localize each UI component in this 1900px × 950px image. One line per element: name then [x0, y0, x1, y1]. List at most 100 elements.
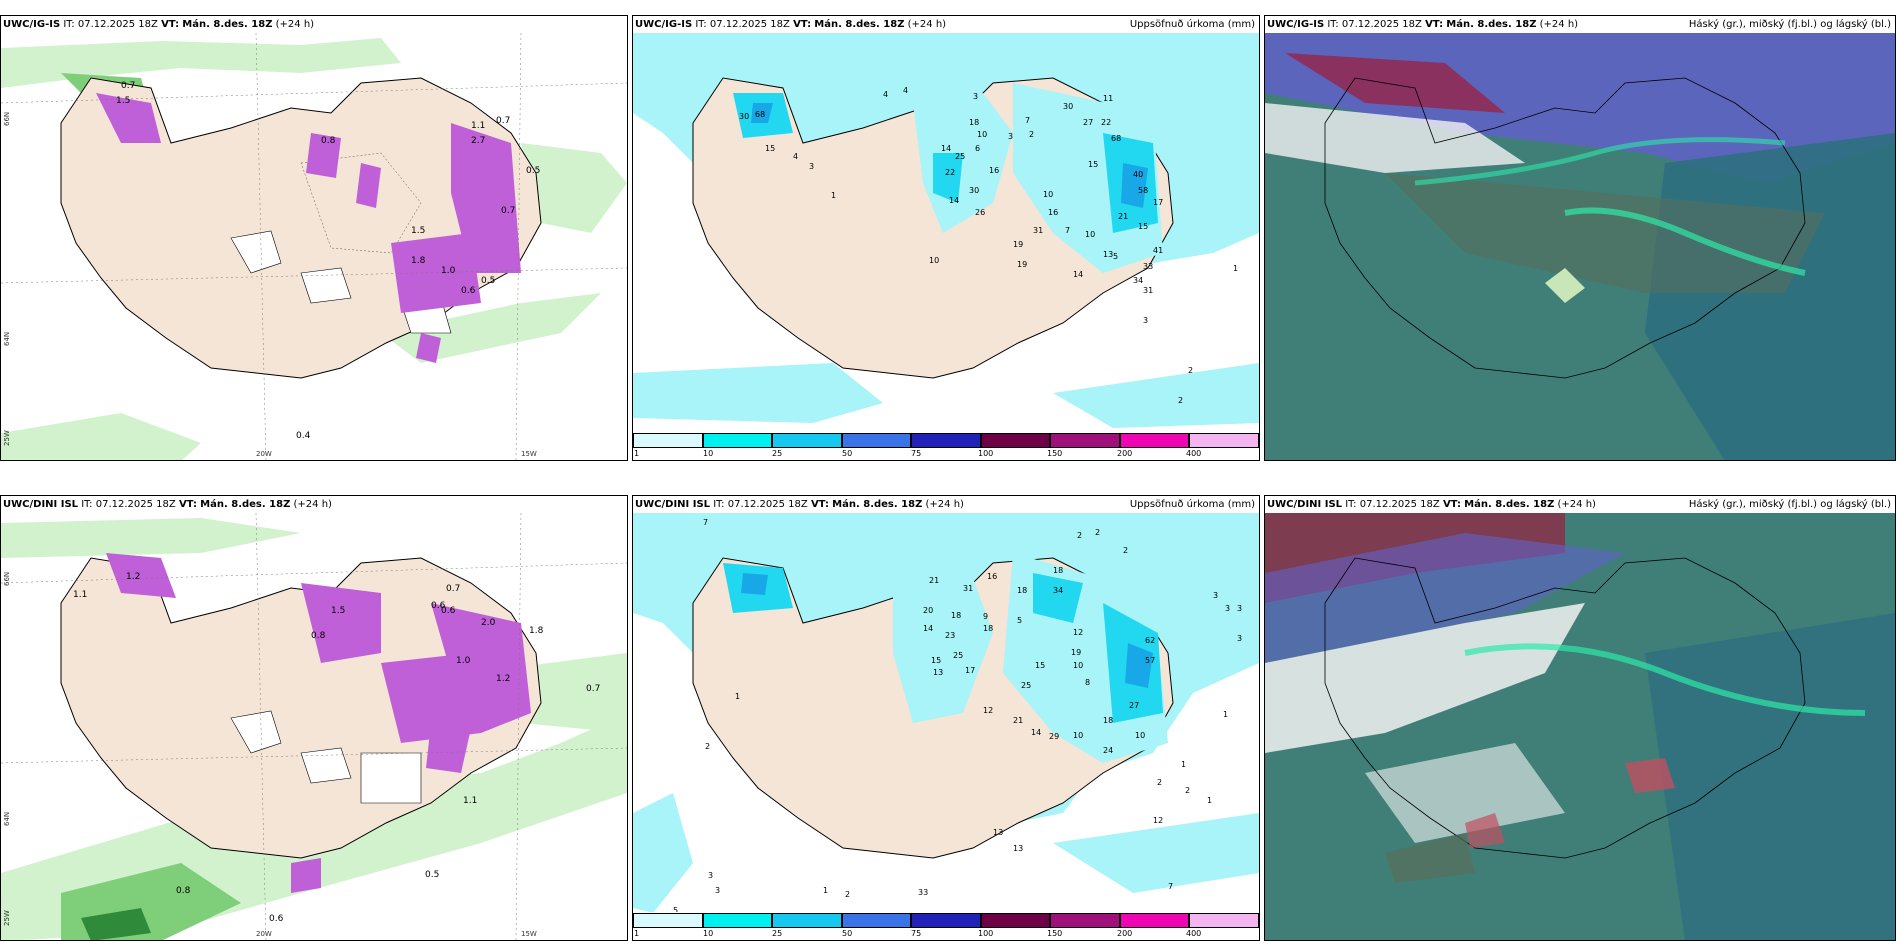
- panel-row2-wind: UWC/DINI ISL IT: 07.12.2025 18Z VT: Mán.…: [0, 495, 628, 941]
- colorbar-swatch: [703, 913, 772, 928]
- colorbar-swatch: [772, 913, 842, 928]
- svg-text:8: 8: [1085, 678, 1090, 687]
- svg-text:15: 15: [931, 656, 941, 665]
- colorbar-swatch: [703, 433, 772, 448]
- map-area: 4 4 3 30 11 27 22 68 15 14 25 22 16 30 1…: [633, 33, 1259, 460]
- svg-text:25: 25: [955, 152, 965, 161]
- svg-text:1.8: 1.8: [529, 626, 544, 636]
- colorbar-swatch: [911, 433, 981, 448]
- it-label: IT:: [713, 499, 725, 510]
- svg-text:0.5: 0.5: [481, 276, 495, 286]
- vt-label: VT:: [1442, 499, 1461, 510]
- colorbar-tick: 100: [978, 449, 994, 458]
- colorbar-swatch: [1050, 913, 1120, 928]
- panel-row2-cloud: UWC/DINI ISL IT: 07.12.2025 18Z VT: Mán.…: [1264, 495, 1896, 941]
- svg-text:12: 12: [1073, 628, 1083, 637]
- svg-text:0.7: 0.7: [121, 81, 135, 91]
- svg-text:1.0: 1.0: [456, 656, 471, 666]
- svg-text:1.1: 1.1: [471, 121, 485, 131]
- svg-text:10: 10: [1135, 731, 1145, 740]
- map-area: [1265, 513, 1895, 940]
- hatched-region: [300, 152, 422, 254]
- svg-text:13: 13: [1103, 250, 1113, 259]
- svg-text:21: 21: [1013, 716, 1023, 725]
- svg-text:11: 11: [1103, 94, 1113, 103]
- svg-text:3: 3: [715, 886, 720, 895]
- svg-text:24: 24: [1103, 746, 1113, 755]
- it-label: IT:: [695, 19, 707, 30]
- svg-text:7: 7: [703, 518, 708, 527]
- precip-colorbar: 1 10 25 50 75 100 150 200 400: [633, 912, 1259, 940]
- svg-text:2: 2: [1185, 786, 1190, 795]
- svg-text:0.7: 0.7: [446, 584, 460, 594]
- svg-text:3: 3: [1237, 604, 1242, 613]
- glacier-white: [230, 710, 422, 804]
- colorbar-tick: 200: [1117, 449, 1133, 458]
- vt-time: Mán. 8.des. 18Z: [814, 19, 905, 30]
- svg-text:18: 18: [983, 624, 993, 633]
- svg-text:26: 26: [975, 208, 985, 217]
- svg-text:14: 14: [923, 624, 933, 633]
- model-name: UWC/DINI ISL: [3, 499, 79, 510]
- panel-row1-cloud: UWC/IG-IS IT: 07.12.2025 18Z VT: Mán. 8.…: [1264, 15, 1896, 461]
- vt-label: VT:: [810, 499, 829, 510]
- svg-text:1.1: 1.1: [73, 590, 87, 600]
- svg-text:2: 2: [1157, 778, 1162, 787]
- colorbar-swatch: [981, 433, 1050, 448]
- model-name: UWC/IG-IS: [635, 19, 693, 30]
- svg-text:16: 16: [1048, 208, 1058, 217]
- colorbar-tick: 1: [634, 449, 640, 458]
- panel-header: UWC/DINI ISL IT: 07.12.2025 18Z VT: Mán.…: [3, 499, 332, 510]
- svg-text:14: 14: [949, 196, 959, 205]
- colorbar-tick: 75: [911, 929, 922, 938]
- vt-label: VT:: [1425, 19, 1444, 30]
- colorbar-tick: 10: [703, 449, 714, 458]
- map-svg: [1265, 33, 1895, 460]
- colorbar-swatch: [772, 433, 842, 448]
- lead-time: (+24 h): [1539, 19, 1579, 30]
- svg-text:15: 15: [765, 144, 775, 153]
- svg-text:0.8: 0.8: [311, 631, 326, 641]
- map-area: 7 2 2 2 16 18 21 31 18 20 18 14 23 9 18 …: [633, 513, 1259, 940]
- svg-text:10: 10: [1073, 661, 1083, 670]
- colorbar-tick: 50: [842, 929, 853, 938]
- colorbar-swatch: [633, 913, 703, 928]
- svg-text:17: 17: [1153, 198, 1163, 207]
- colorbar-tick: 400: [1186, 449, 1202, 458]
- svg-text:1.2: 1.2: [126, 572, 140, 582]
- svg-text:2: 2: [1178, 396, 1183, 405]
- precip-colorbar: 1 10 25 50 75 100 150 200 400: [633, 432, 1259, 460]
- svg-text:3: 3: [708, 871, 713, 880]
- it-label: IT:: [81, 499, 93, 510]
- colorbar-swatch: [1120, 433, 1189, 448]
- magenta-precip: [96, 93, 521, 363]
- svg-text:0.8: 0.8: [321, 136, 336, 146]
- svg-text:0.7: 0.7: [501, 206, 515, 216]
- axis-label-lat64: 64N: [3, 331, 11, 346]
- map-svg: 7 2 2 2 16 18 21 31 18 20 18 14 23 9 18 …: [633, 513, 1259, 940]
- svg-text:1: 1: [1207, 796, 1212, 805]
- svg-text:40: 40: [1133, 170, 1143, 179]
- svg-text:23: 23: [945, 631, 955, 640]
- svg-text:19: 19: [1013, 240, 1023, 249]
- it-time: 07.12.2025 18Z: [727, 499, 808, 510]
- svg-text:1.1: 1.1: [463, 796, 477, 806]
- svg-text:1: 1: [735, 692, 740, 701]
- svg-text:30: 30: [1063, 102, 1073, 111]
- svg-text:4: 4: [883, 90, 888, 99]
- map-svg: 1.2 1.1 0.6 2.0 1.5 0.8 0.7 0.6 1.8 1.1 …: [1, 513, 627, 940]
- panel-row1-precip: UWC/IG-IS IT: 07.12.2025 18Z VT: Mán. 8.…: [632, 15, 1260, 461]
- lead-time: (+24 h): [275, 19, 315, 30]
- colorbar-tick: 10: [703, 929, 714, 938]
- axis-label-lon20: 20W: [256, 930, 272, 938]
- svg-text:19: 19: [1017, 260, 1027, 269]
- svg-text:7: 7: [1168, 882, 1173, 891]
- svg-text:25: 25: [1021, 681, 1031, 690]
- svg-text:0.4: 0.4: [296, 431, 311, 441]
- value-labels: 0.7 1.5 1.1 0.7 2.7 1.5 0.5 0.8 0.7 1.8 …: [116, 81, 540, 441]
- svg-text:31: 31: [963, 584, 973, 593]
- svg-text:13: 13: [1013, 844, 1023, 853]
- graticule: [1, 513, 627, 940]
- svg-text:10: 10: [1073, 731, 1083, 740]
- svg-text:12: 12: [983, 706, 993, 715]
